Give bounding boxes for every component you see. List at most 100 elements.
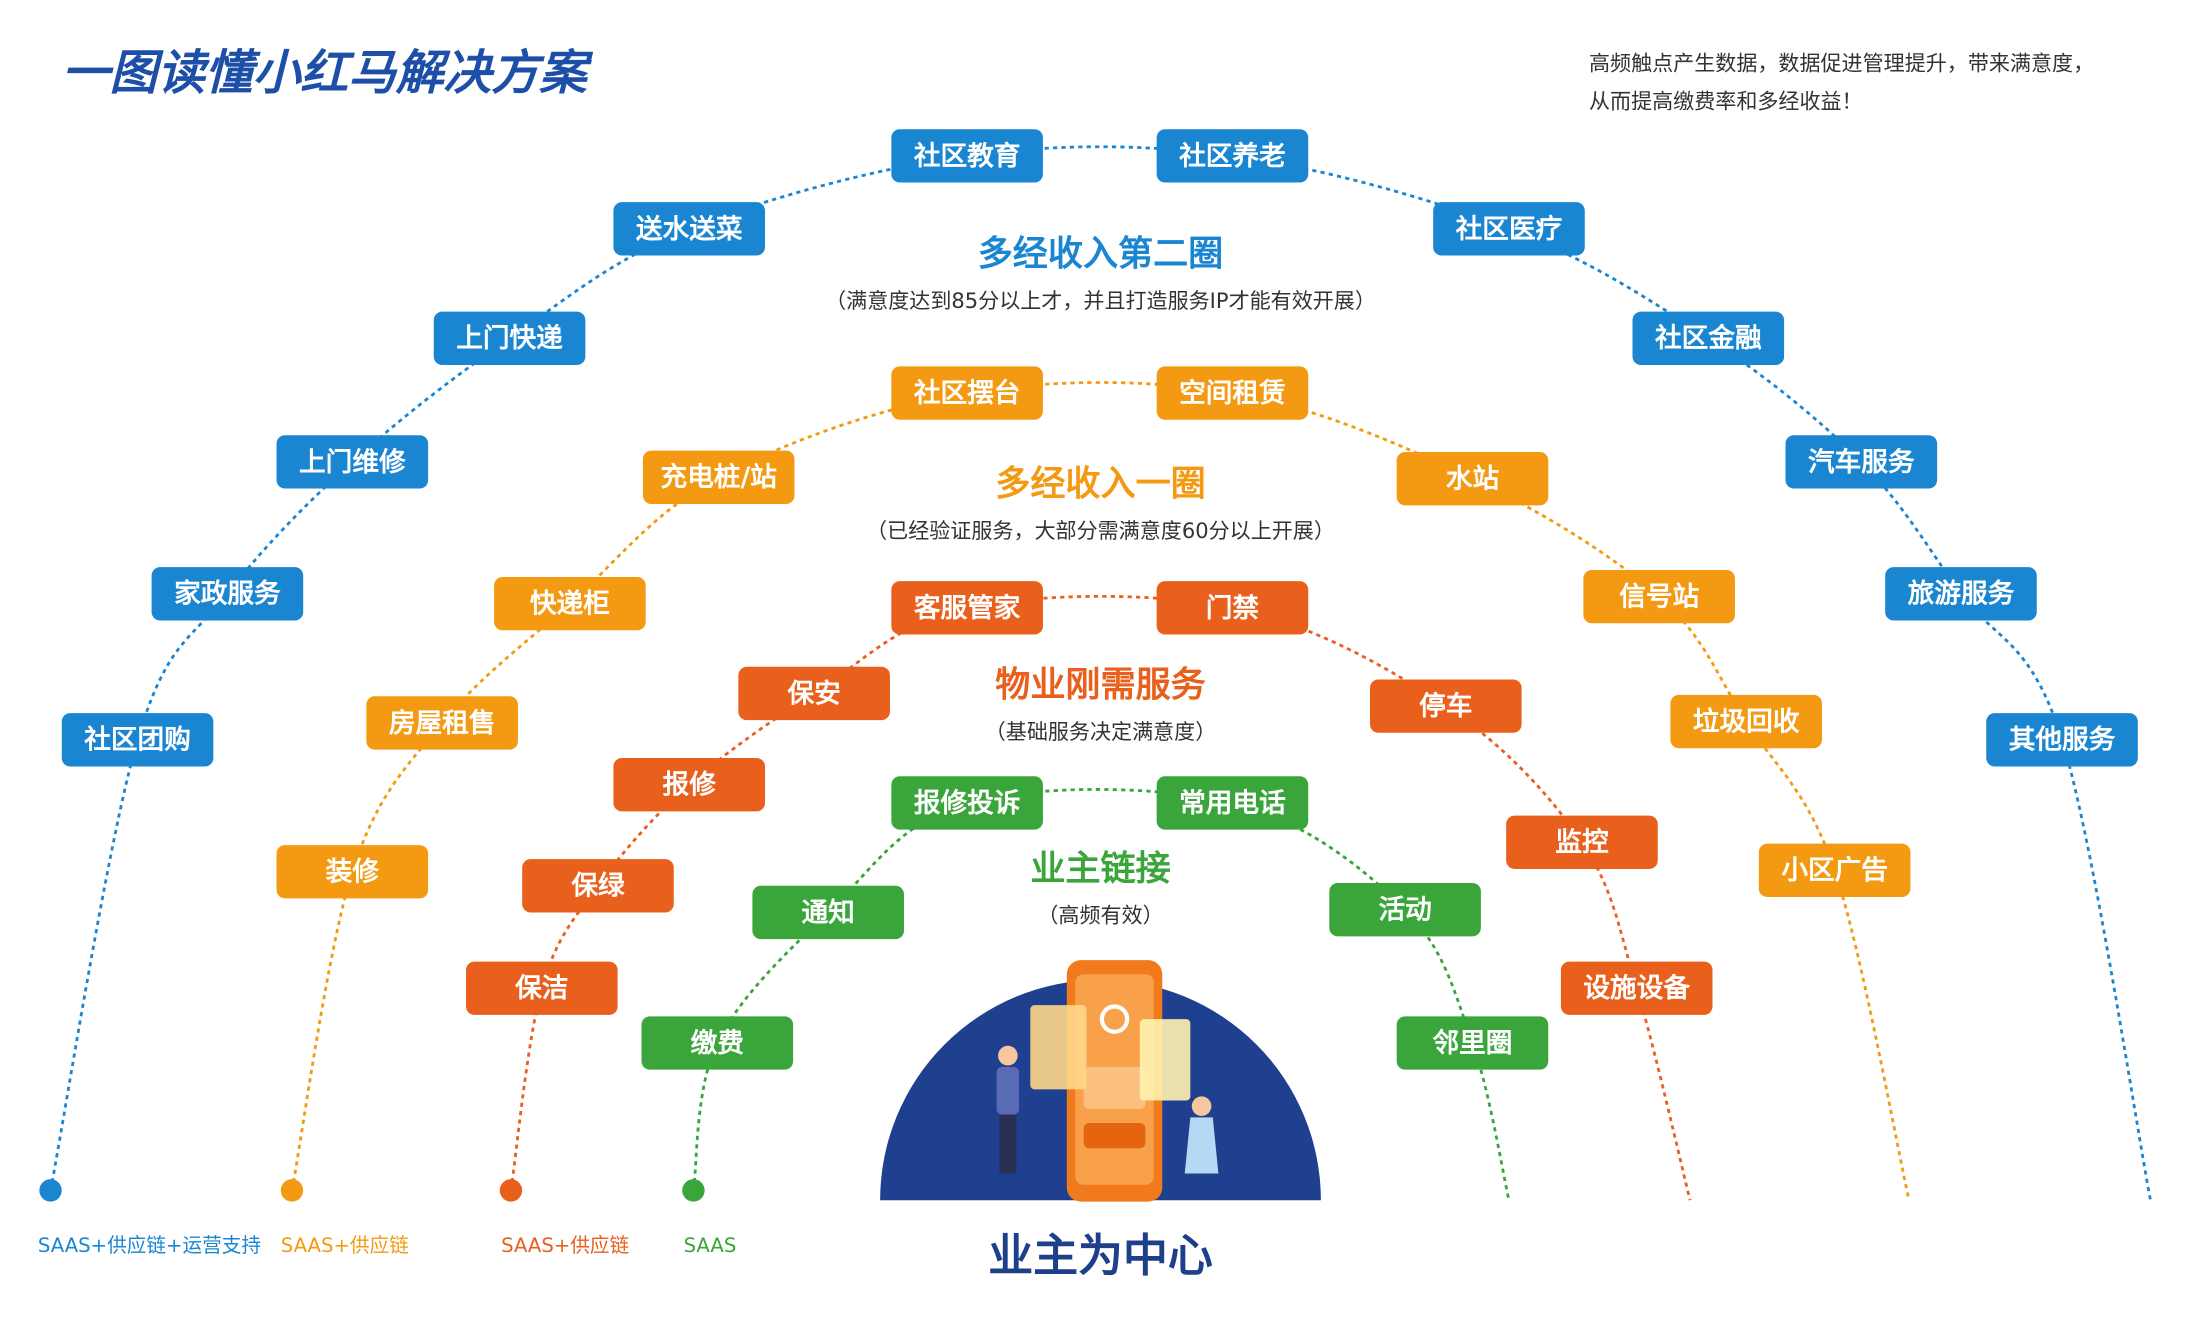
service-box: [1156, 366, 1309, 420]
legend-label: SAAS+供应链+运营支持: [38, 1234, 261, 1257]
note-line: 从而提高缴费率和多经收益！: [1589, 89, 1863, 114]
service-label: 活动: [1378, 895, 1431, 926]
legend-dot: [39, 1179, 62, 1202]
legend-dot: [499, 1179, 523, 1202]
service-label: 空间租赁: [1179, 378, 1286, 409]
service-box: [1329, 882, 1481, 937]
service-label: 上门维修: [299, 447, 406, 478]
ring-title: 多经收入第二圈: [978, 234, 1224, 275]
service-label: 汽车服务: [1808, 447, 1915, 478]
service-box: [613, 758, 766, 812]
service-box: [1758, 843, 1911, 898]
service-box: [738, 666, 890, 721]
title: 一图读懂小红马解决方案: [62, 46, 594, 101]
ring-subtitle: （高频有效）: [1037, 903, 1163, 928]
service-label: 客服管家: [914, 593, 1021, 624]
service-label: 社区养老: [1179, 141, 1286, 172]
service-label: 水站: [1446, 464, 1500, 495]
service-box: [891, 776, 1043, 830]
service-box: [1986, 713, 2138, 767]
service-box: [1156, 776, 1309, 830]
service-box: [613, 202, 766, 256]
service-label: 保洁: [514, 973, 568, 1004]
ring-arc: [692, 788, 1511, 1201]
service-label: 社区教育: [914, 141, 1021, 172]
service-box: [1156, 129, 1309, 183]
service-label: 邻里圈: [1432, 1028, 1512, 1059]
service-box: [276, 435, 429, 489]
service-label: 信号站: [1619, 582, 1699, 613]
service-label: 监控: [1555, 827, 1609, 858]
service-box: [466, 961, 618, 1015]
ring-subtitle: （满意度达到85分以上才，并且打造服务IP才能有效开展）: [825, 288, 1376, 313]
service-label: 快递柜: [530, 589, 610, 620]
service-box: [891, 129, 1043, 183]
service-box: [1632, 311, 1785, 366]
service-label: 送水送菜: [636, 214, 743, 245]
service-box: [891, 581, 1043, 635]
service-label: 通知: [802, 897, 855, 928]
service-box: [1156, 581, 1309, 635]
note-line: 高频触点产生数据，数据促进管理提升，带来满意度，: [1589, 51, 2094, 76]
service-label: 上门快递: [456, 323, 563, 354]
service-label: 装修: [326, 857, 380, 888]
ring-subtitle: （基础服务决定满意度）: [985, 719, 1217, 744]
service-label: 房屋租售: [389, 708, 496, 739]
legend-dot: [682, 1179, 705, 1202]
service-box: [1885, 567, 2037, 621]
service-box: [641, 1016, 794, 1070]
service-box: [1785, 435, 1938, 489]
service-label: 充电桩/站: [661, 462, 778, 493]
service-label: 社区金融: [1655, 323, 1762, 354]
service-box: [1506, 815, 1658, 869]
service-label: 保安: [786, 678, 840, 709]
center-label: 业主为中心: [988, 1229, 1213, 1282]
service-label: 社区医疗: [1456, 214, 1563, 245]
legend-label: SAAS+供应链: [281, 1234, 409, 1257]
service-box: [752, 885, 904, 940]
service-label: 其他服务: [2009, 725, 2116, 756]
service-box: [522, 859, 674, 913]
service-box: [366, 696, 518, 750]
service-label: 社区摆台: [914, 378, 1021, 409]
service-label: 停车: [1419, 691, 1472, 722]
service-label: 垃圾回收: [1693, 706, 1800, 737]
service-box: [891, 366, 1043, 420]
service-box: [151, 567, 304, 621]
service-box: [276, 845, 429, 899]
nodes: SAAS+供应链+运营支持 多经收入第二圈 （满意度达到85分以上才，并且打造服务I…: [38, 129, 2138, 1257]
service-box: [433, 311, 586, 366]
service-box: [1560, 961, 1713, 1015]
service-box: [1370, 679, 1522, 733]
ring-title: 多经收入一圈: [995, 464, 1205, 505]
service-box: [642, 450, 795, 504]
service-label: 报修: [663, 770, 717, 801]
service-label: 缴费: [691, 1028, 744, 1059]
service-label: 设施设备: [1583, 973, 1690, 1004]
ring-arc: [290, 381, 1911, 1201]
ring-subtitle: （已经验证服务，大部分需满意度60分以上开展）: [866, 518, 1335, 543]
service-box: [1396, 452, 1549, 506]
service-label: 报修投诉: [914, 788, 1021, 819]
legend-label: SAAS+供应链: [501, 1234, 629, 1257]
service-label: 社区团购: [84, 725, 191, 756]
service-box: [61, 713, 214, 767]
service-box: [1670, 694, 1823, 749]
service-label: 门禁: [1206, 593, 1260, 624]
illustration: [996, 960, 1219, 1202]
service-label: 旅游服务: [1908, 579, 2015, 610]
service-box: [1583, 569, 1735, 624]
ring-title: 业主链接: [1030, 848, 1170, 889]
ring-title: 物业刚需服务: [995, 664, 1205, 705]
service-label: 保绿: [570, 871, 625, 902]
service-label: 家政服务: [174, 579, 281, 610]
service-label: 常用电话: [1179, 788, 1286, 819]
service-label: 小区广告: [1781, 855, 1888, 886]
service-box: [494, 576, 646, 631]
service-box: [1433, 202, 1585, 256]
legend-label: SAAS: [684, 1234, 737, 1257]
legend-dot: [280, 1179, 304, 1202]
service-box: [1396, 1016, 1549, 1070]
